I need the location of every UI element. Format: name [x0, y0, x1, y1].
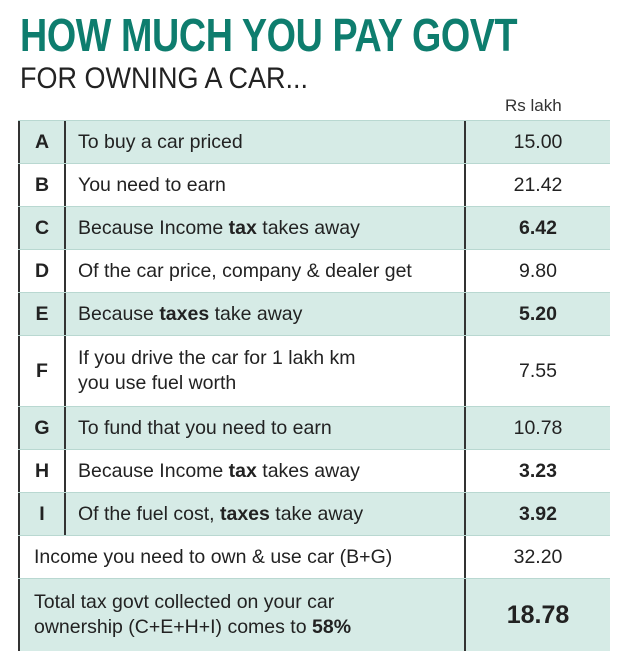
- value: 10.78: [513, 416, 563, 439]
- text-segment: Because: [78, 302, 160, 325]
- value: 18.78: [506, 600, 570, 629]
- table-row: F If you drive the car for 1 lakh km you …: [18, 335, 610, 406]
- text-segment: Because Income: [78, 216, 229, 239]
- text-segment: Of the fuel cost,: [78, 502, 220, 525]
- table-row: I Of the fuel cost, taxes take away 3.92: [18, 492, 610, 535]
- row-letter: A: [18, 121, 66, 163]
- title: HOW MUCH YOU PAY GOVT: [20, 9, 518, 61]
- description: You need to earn: [66, 164, 466, 206]
- table-row: E Because taxes take away 5.20: [18, 292, 610, 335]
- row-letter: H: [18, 450, 66, 492]
- text-segment: take away: [209, 302, 303, 325]
- text-segment: take away: [269, 502, 364, 525]
- table: A To buy a car priced 15.00 B You need to ea…: [18, 120, 610, 651]
- description: Because Income tax takes away: [66, 207, 466, 249]
- value: 3.23: [519, 459, 557, 482]
- text-segment: 58%: [312, 616, 352, 638]
- text-segment: Of the car price, company & dealer get: [78, 259, 412, 282]
- subtitle: FOR OWNING A CAR...: [20, 62, 309, 95]
- text-segment: Total tax govt collected on your car own…: [34, 591, 335, 638]
- description-text: Because taxes take away: [78, 302, 302, 327]
- text-segment: tax: [228, 216, 257, 239]
- table-row: G To fund that you need to earn 10.78: [18, 406, 610, 449]
- row-letter: G: [18, 407, 66, 449]
- text-segment: takes away: [256, 216, 360, 239]
- value: 21.42: [513, 173, 563, 196]
- description-text: Because Income tax takes away: [78, 216, 360, 241]
- table-row: B You need to earn 21.42: [18, 163, 610, 206]
- text-segment: Income you need to own & use car (B+G): [34, 545, 393, 568]
- text-segment: tax: [228, 459, 257, 482]
- value: 15.00: [513, 130, 563, 153]
- description: Because taxes take away: [66, 293, 466, 335]
- summary-row: Income you need to own & use car (B+G) 32…: [18, 535, 610, 578]
- description: Of the fuel cost, taxes take away: [66, 493, 466, 535]
- description-text: If you drive the car for 1 lakh km you u…: [78, 346, 355, 396]
- description: Total tax govt collected on your car own…: [18, 579, 466, 651]
- text-segment: taxes: [159, 302, 210, 325]
- value: 6.42: [519, 216, 557, 239]
- text-segment: To fund that you need to earn: [78, 416, 332, 439]
- value: 9.80: [519, 259, 557, 282]
- description-text: To fund that you need to earn: [78, 416, 332, 441]
- table-row: A To buy a car priced 15.00: [18, 120, 610, 163]
- unit-label: Rs lakh: [505, 96, 562, 115]
- value: 32.20: [513, 545, 563, 568]
- row-letter: C: [18, 207, 66, 249]
- description-text: Because Income tax takes away: [78, 459, 360, 484]
- description: Income you need to own & use car (B+G): [18, 536, 466, 578]
- description: Of the car price, company & dealer get: [66, 250, 466, 292]
- row-letter: E: [18, 293, 66, 335]
- text-segment: If you drive the car for 1 lakh km you u…: [78, 347, 356, 394]
- value: 5.20: [519, 302, 557, 325]
- description-text: Total tax govt collected on your car own…: [34, 590, 351, 640]
- text-segment: takes away: [256, 459, 360, 482]
- description: To fund that you need to earn: [66, 407, 466, 449]
- description: To buy a car priced: [66, 121, 466, 163]
- description-text: You need to earn: [78, 173, 226, 198]
- description: Because Income tax takes away: [66, 450, 466, 492]
- description-text: Of the car price, company & dealer get: [78, 259, 412, 284]
- description-text: To buy a car priced: [78, 130, 243, 155]
- description-text: Income you need to own & use car (B+G): [34, 545, 392, 570]
- summary-row: Total tax govt collected on your car own…: [18, 578, 610, 651]
- table-row: C Because Income tax takes away 6.42: [18, 206, 610, 249]
- text-segment: taxes: [219, 502, 270, 525]
- row-letter: I: [18, 493, 66, 535]
- value: 7.55: [519, 359, 557, 382]
- description-text: Of the fuel cost, taxes take away: [78, 502, 363, 527]
- row-letter: B: [18, 164, 66, 206]
- table-row: D Of the car price, company & dealer get 9…: [18, 249, 610, 292]
- value: 3.92: [519, 502, 557, 525]
- text-segment: You need to earn: [78, 173, 226, 196]
- table-row: H Because Income tax takes away 3.23: [18, 449, 610, 492]
- row-letter: F: [18, 336, 66, 406]
- description: If you drive the car for 1 lakh km you u…: [66, 336, 466, 406]
- row-letter: D: [18, 250, 66, 292]
- text-segment: To buy a car priced: [78, 130, 243, 153]
- text-segment: Because Income: [78, 459, 229, 482]
